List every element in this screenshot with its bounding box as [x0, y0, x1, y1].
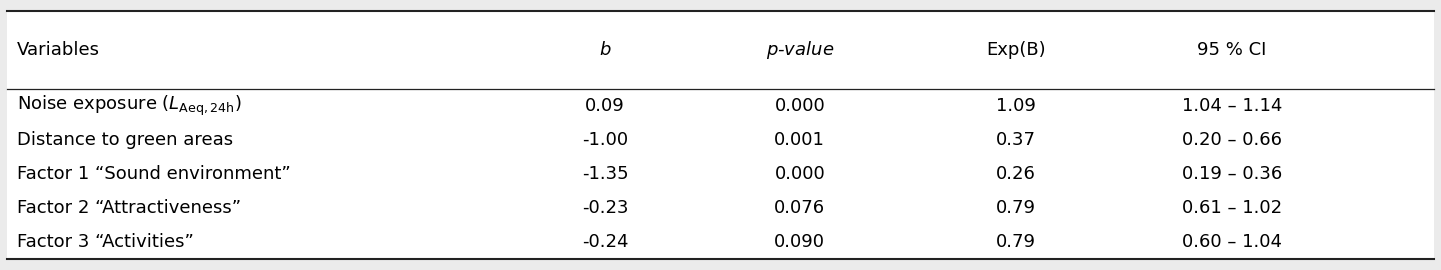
Text: 0.000: 0.000: [774, 97, 826, 115]
Text: 0.090: 0.090: [774, 233, 826, 251]
Text: $p$-value: $p$-value: [765, 39, 834, 61]
Text: 0.60 – 1.04: 0.60 – 1.04: [1182, 233, 1282, 251]
Text: $b$: $b$: [599, 41, 611, 59]
Text: 0.19 – 0.36: 0.19 – 0.36: [1182, 165, 1282, 183]
Text: 0.001: 0.001: [774, 131, 826, 149]
Text: Factor 1 “Sound environment”: Factor 1 “Sound environment”: [17, 165, 291, 183]
Text: Exp(B): Exp(B): [986, 41, 1046, 59]
Text: Factor 2 “Attractiveness”: Factor 2 “Attractiveness”: [17, 199, 242, 217]
Text: 0.20 – 0.66: 0.20 – 0.66: [1182, 131, 1282, 149]
Text: -0.24: -0.24: [582, 233, 628, 251]
Text: 1.04 – 1.14: 1.04 – 1.14: [1182, 97, 1282, 115]
Text: 95 % CI: 95 % CI: [1197, 41, 1267, 59]
Text: -1.00: -1.00: [582, 131, 628, 149]
Text: 0.79: 0.79: [996, 199, 1036, 217]
Text: 0.61 – 1.02: 0.61 – 1.02: [1182, 199, 1282, 217]
Text: 0.000: 0.000: [774, 165, 826, 183]
Text: Variables: Variables: [17, 41, 101, 59]
Text: 0.79: 0.79: [996, 233, 1036, 251]
Text: 1.09: 1.09: [996, 97, 1036, 115]
Text: -0.23: -0.23: [582, 199, 628, 217]
Text: 0.076: 0.076: [774, 199, 826, 217]
Text: Distance to green areas: Distance to green areas: [17, 131, 233, 149]
Text: Factor 3 “Activities”: Factor 3 “Activities”: [17, 233, 195, 251]
Text: -1.35: -1.35: [582, 165, 628, 183]
Text: 0.37: 0.37: [996, 131, 1036, 149]
Text: 0.26: 0.26: [996, 165, 1036, 183]
Text: 0.09: 0.09: [585, 97, 625, 115]
Text: Noise exposure ($L_\mathrm{Aeq,24h}$): Noise exposure ($L_\mathrm{Aeq,24h}$): [17, 94, 242, 118]
